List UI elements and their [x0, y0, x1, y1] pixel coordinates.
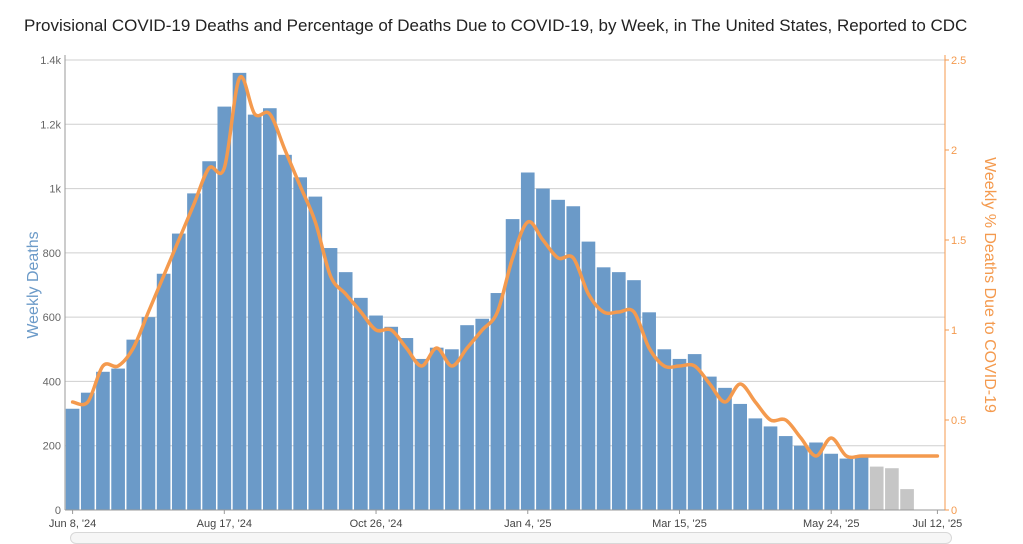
bar[interactable] [429, 347, 444, 510]
bar-series [65, 72, 914, 511]
y2-tick-label: 2 [951, 145, 957, 157]
bar[interactable] [96, 371, 110, 510]
bar[interactable] [187, 193, 201, 510]
bar[interactable] [126, 339, 141, 510]
bar[interactable] [354, 297, 368, 510]
y2-tick-label: 0 [951, 505, 957, 517]
bar[interactable] [611, 272, 626, 510]
axis-labels: 0 200 400 600 800 1k 1.2k 1.4k 0 0.5 1 1.5 2 2.5 Jun 8… [25, 55, 998, 530]
bar[interactable] [748, 418, 763, 510]
y-tick-label: 400 [43, 376, 61, 388]
y-tick-label: 800 [43, 248, 61, 260]
y2-axis-title: Weekly % Deaths Due to COVID-19 [981, 157, 998, 413]
bar[interactable] [627, 280, 641, 510]
axes [64, 55, 949, 514]
bar[interactable] [672, 358, 687, 510]
x-tick-label: Aug 17, '24 [197, 518, 252, 530]
y2-tick-label: 0.5 [951, 415, 966, 427]
bar[interactable] [718, 387, 732, 510]
bar[interactable] [445, 349, 459, 510]
chart-title: Provisional COVID-19 Deaths and Percenta… [24, 16, 968, 35]
x-tick-label: Mar 15, '25 [652, 518, 707, 530]
bar[interactable] [414, 358, 429, 510]
bar[interactable] [384, 326, 399, 510]
range-scroller[interactable] [70, 532, 952, 544]
bar[interactable] [65, 408, 80, 510]
bar[interactable] [885, 468, 899, 510]
bar[interactable] [642, 312, 656, 510]
bar[interactable] [217, 106, 232, 510]
bar[interactable] [293, 177, 307, 511]
bar[interactable] [839, 458, 854, 510]
bar[interactable] [824, 453, 839, 510]
bar[interactable] [308, 196, 323, 510]
x-tick-label: Jul 12, '25 [913, 518, 963, 530]
y-tick-label: 1k [49, 184, 61, 196]
y-tick-label: 0 [55, 505, 61, 517]
bar[interactable] [490, 293, 505, 510]
y-axis-title: Weekly Deaths [25, 231, 42, 338]
y-tick-label: 1.2k [40, 119, 61, 131]
x-tick-label: Oct 26, '24 [350, 518, 403, 530]
bar[interactable] [566, 206, 581, 510]
y2-tick-label: 2.5 [951, 55, 966, 67]
y-tick-label: 600 [43, 312, 61, 324]
x-tick-label: Jan 4, '25 [504, 518, 551, 530]
bar[interactable] [596, 267, 611, 510]
bar[interactable] [232, 72, 247, 510]
bar[interactable] [460, 325, 474, 510]
bar[interactable] [399, 338, 414, 510]
bar[interactable] [733, 403, 747, 510]
bar[interactable] [156, 273, 171, 510]
bar[interactable] [247, 114, 262, 511]
bar[interactable] [80, 392, 95, 510]
bar[interactable] [551, 199, 565, 511]
x-tick-label: May 24, '25 [803, 518, 860, 530]
y-tick-label: 200 [43, 441, 61, 453]
bar[interactable] [263, 108, 277, 510]
bar[interactable] [338, 272, 353, 510]
bar[interactable] [141, 317, 156, 510]
line-series [70, 74, 940, 460]
bar[interactable] [794, 445, 808, 510]
x-tick-label: Jun 8, '24 [49, 518, 96, 530]
bar[interactable] [657, 349, 672, 510]
bar[interactable] [809, 442, 823, 511]
bar[interactable] [505, 219, 520, 510]
bar[interactable] [111, 368, 125, 510]
bar[interactable] [520, 172, 535, 511]
bar[interactable] [763, 426, 778, 510]
bar[interactable] [323, 248, 338, 511]
y2-tick-label: 1 [951, 325, 957, 337]
bar[interactable] [687, 354, 702, 510]
bar[interactable] [869, 466, 884, 510]
bar[interactable] [703, 376, 717, 510]
bar[interactable] [900, 489, 914, 510]
bar[interactable] [369, 315, 383, 510]
bar[interactable] [475, 318, 490, 510]
bar[interactable] [536, 188, 550, 511]
bar[interactable] [202, 161, 216, 510]
y2-tick-label: 1.5 [951, 235, 966, 247]
bar[interactable] [854, 455, 869, 510]
pct-line[interactable] [70, 74, 940, 460]
bar[interactable] [171, 233, 186, 511]
bar[interactable] [278, 154, 292, 511]
bar[interactable] [581, 241, 596, 510]
bar[interactable] [778, 436, 793, 510]
y-tick-label: 1.4k [40, 55, 61, 67]
